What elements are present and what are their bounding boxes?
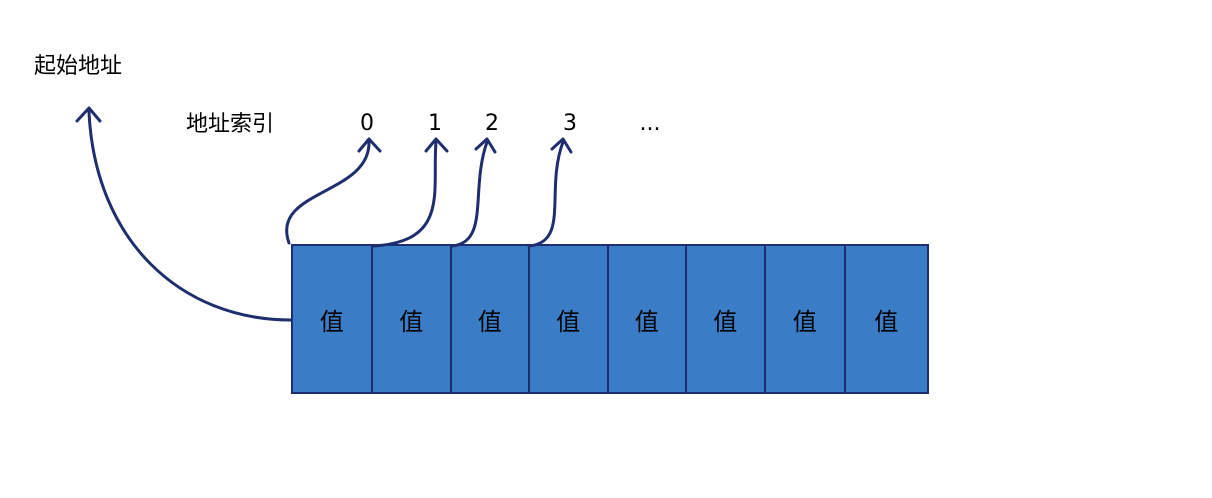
start-address-label: 起始地址 xyxy=(34,54,123,79)
address-index-label: 地址索引 xyxy=(186,112,275,137)
array-block: 值 值 值 值 值 值 值 值 xyxy=(291,244,929,394)
array-cell-7: 值 xyxy=(874,307,899,336)
array-cell-2: 值 xyxy=(452,246,530,392)
index-0-arrow xyxy=(285,140,371,245)
arrowhead-1-icon xyxy=(424,137,449,153)
index-2: 2 xyxy=(485,111,499,136)
array-cell-3: 值 xyxy=(530,246,610,392)
index-1-arrow xyxy=(371,140,438,248)
start-address-arrow xyxy=(87,110,293,322)
index-3-arrow xyxy=(527,140,565,248)
arrowhead-2-icon xyxy=(474,137,497,154)
array-cell-4: 值 xyxy=(609,246,687,392)
array-cell-5: 值 xyxy=(687,246,767,392)
index-2-arrow xyxy=(450,140,489,248)
arrowhead-3-icon xyxy=(550,137,573,154)
index-1: 1 xyxy=(428,111,442,136)
index-3: 3 xyxy=(563,111,577,136)
arrowhead-start-icon xyxy=(75,106,102,123)
index-ellipsis: ... xyxy=(639,111,661,136)
arrowhead-0-icon xyxy=(357,137,382,153)
index-0: 0 xyxy=(360,111,374,136)
array-cell-0: 值 xyxy=(293,246,373,392)
array-cell-1: 值 xyxy=(373,246,452,392)
array-cell-6: 值 xyxy=(766,246,846,392)
